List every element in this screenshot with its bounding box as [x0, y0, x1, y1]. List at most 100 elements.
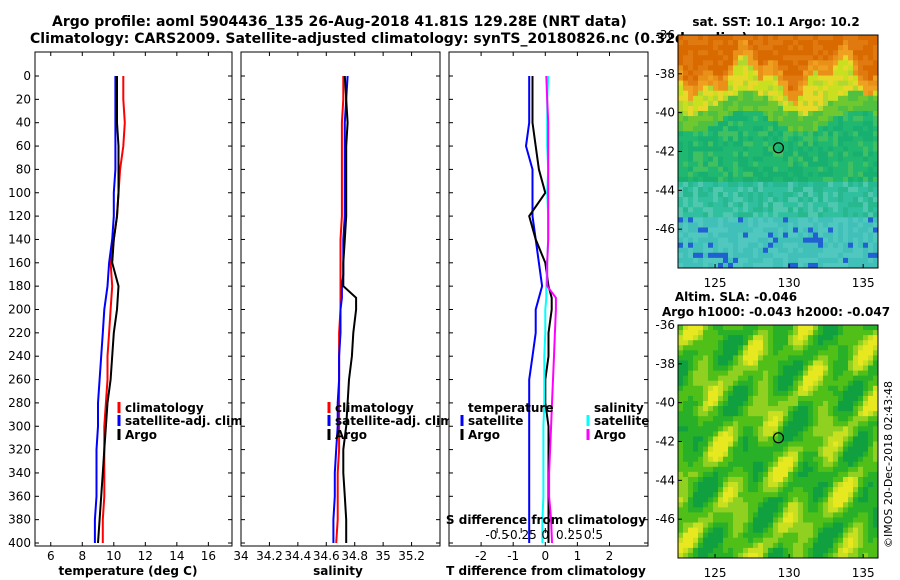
map-cell: [708, 330, 714, 336]
map-cell: [818, 126, 824, 132]
map-cell: [678, 502, 684, 508]
map-cell: [848, 227, 854, 233]
map-cell: [813, 207, 819, 213]
map-cell: [868, 552, 874, 559]
map-cell: [848, 482, 854, 488]
map-cell: [783, 335, 789, 341]
map-cell: [798, 340, 804, 346]
map-cell: [808, 166, 814, 173]
map-cell: [793, 85, 799, 92]
map-cell: [718, 247, 724, 254]
s-difference-axis-label: S difference from climatology: [446, 513, 646, 527]
map-cell: [763, 552, 769, 559]
map-cell: [858, 350, 864, 356]
map-cell: [698, 507, 704, 513]
map-cell: [853, 522, 859, 529]
map-cell: [798, 365, 804, 371]
map-cell: [778, 227, 784, 233]
map-cell: [788, 446, 794, 453]
map-cell: [728, 116, 734, 122]
map-cell: [723, 166, 729, 173]
map-cell: [753, 121, 759, 127]
map-cell: [823, 166, 829, 173]
map-cell: [858, 151, 864, 157]
map-cell: [753, 202, 759, 208]
map-cell: [683, 110, 689, 117]
map-cell: [743, 202, 749, 208]
map-cell: [678, 65, 684, 71]
map-cell: [828, 436, 834, 442]
map-cell: [773, 482, 779, 488]
map-cell: [738, 350, 744, 356]
map-cell: [858, 456, 864, 463]
map-cell: [863, 136, 869, 142]
map-cell: [803, 527, 809, 534]
map-cell: [713, 176, 719, 183]
map-cell: [783, 156, 789, 163]
map-cell: [808, 335, 814, 341]
map-cell: [798, 461, 804, 468]
map-cell: [848, 400, 854, 407]
map-cell: [783, 151, 789, 157]
map-cell: [688, 390, 694, 397]
map-cell: [848, 55, 854, 61]
map-cell: [818, 95, 824, 102]
map-cell: [768, 380, 774, 387]
map-cell: [803, 100, 809, 107]
map-cell: [738, 340, 744, 346]
map-cell: [683, 451, 689, 458]
map-cell: [718, 527, 724, 534]
map-cell: [793, 370, 799, 377]
map-cell: [708, 370, 714, 377]
map-cell: [723, 161, 729, 168]
map-cell: [683, 380, 689, 387]
map-cell: [678, 136, 684, 142]
x-tick-label: 16: [201, 549, 216, 563]
map-cell: [678, 242, 684, 249]
map-cell: [768, 340, 774, 346]
map-cell: [813, 517, 819, 523]
map-cell: [738, 70, 744, 76]
map-cell: [788, 252, 794, 259]
map-cell: [813, 186, 819, 193]
map-cell: [788, 227, 794, 233]
map-cell: [718, 330, 724, 336]
map-cell: [773, 380, 779, 387]
map-cell: [678, 441, 684, 447]
map-cell: [838, 446, 844, 453]
map-cell: [678, 116, 684, 122]
map-cell: [698, 502, 704, 508]
map-cell: [868, 406, 874, 412]
map-cell: [703, 400, 709, 407]
map-cell: [703, 325, 709, 331]
map-cell: [838, 507, 844, 513]
map-cell: [748, 217, 754, 223]
map-cell: [713, 212, 719, 218]
map-cell: [723, 186, 729, 193]
map-cell: [683, 350, 689, 356]
map-cell: [753, 522, 759, 529]
y-tick-label: 240: [8, 349, 31, 363]
map-cell: [743, 217, 749, 223]
map-cell: [873, 45, 879, 51]
map-cell: [783, 547, 789, 554]
map-cell: [793, 446, 799, 453]
map-cell: [698, 325, 704, 331]
map-cell: [733, 247, 739, 254]
map-cell: [773, 385, 779, 392]
map-cell: [683, 146, 689, 152]
map-cell: [858, 466, 864, 473]
map-cell: [698, 385, 704, 392]
map-cell: [793, 340, 799, 346]
map-cell: [758, 110, 764, 117]
map-cell: [798, 385, 804, 392]
map-cell: [723, 35, 729, 41]
map-cell: [713, 232, 719, 239]
map-cell: [738, 227, 744, 233]
map-cell: [743, 80, 749, 87]
map-cell: [798, 517, 804, 523]
map-cell: [688, 126, 694, 132]
map-cell: [808, 45, 814, 51]
map-cell: [863, 60, 869, 66]
map-cell: [868, 400, 874, 407]
